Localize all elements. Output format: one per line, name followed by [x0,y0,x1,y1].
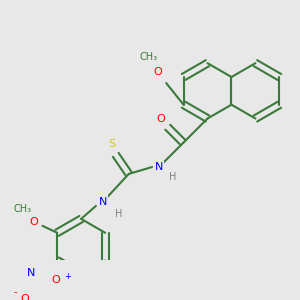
Text: O: O [153,67,162,77]
Text: N: N [155,162,163,172]
Text: N: N [99,196,107,207]
Text: O: O [20,294,29,300]
Text: O: O [29,217,38,226]
Text: CH₃: CH₃ [140,52,158,62]
Text: +: + [64,272,71,281]
Text: O: O [156,113,165,124]
Text: H: H [169,172,177,182]
Text: CH₃: CH₃ [14,203,32,214]
Text: -: - [14,287,17,298]
Text: H: H [115,209,122,219]
Text: O: O [51,275,60,285]
Text: S: S [108,140,115,149]
Text: N: N [27,268,35,278]
